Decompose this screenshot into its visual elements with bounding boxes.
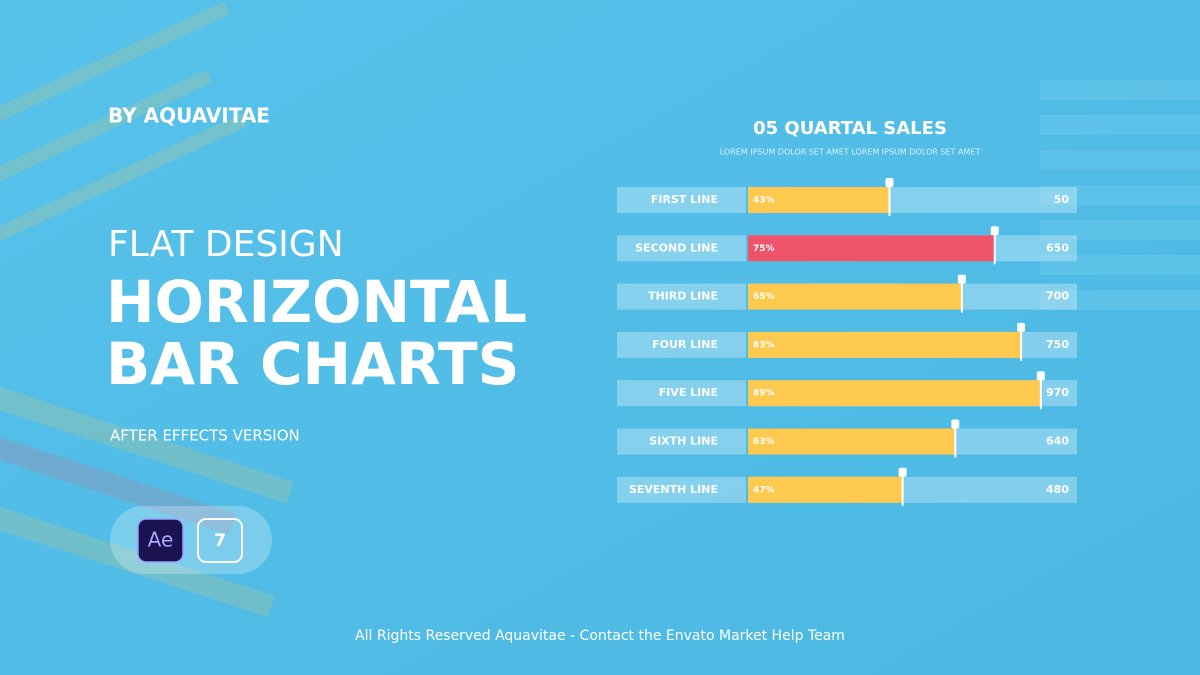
bar-pin-head — [1036, 371, 1045, 381]
chart-subtitle: LOREM IPSUM DOLOR SET AMET LOREM IPSUM D… — [720, 148, 981, 157]
bar — [748, 187, 890, 213]
value-label: 75% — [753, 244, 775, 254]
total-label: 50 — [1054, 193, 1070, 206]
value-label: 63% — [753, 437, 775, 447]
badge-pill — [110, 506, 272, 574]
category-label: SIXTH LINE — [649, 435, 718, 448]
decor — [0, 1, 1200, 618]
ae-label: Ae — [148, 528, 174, 552]
bar-pin-head — [951, 419, 960, 429]
total-label: 700 — [1046, 290, 1069, 303]
bar — [748, 380, 1041, 407]
value-label: 89% — [753, 389, 775, 399]
bar-pin-head — [885, 178, 894, 187]
bar-pin-head — [990, 226, 999, 236]
value-label: 65% — [753, 292, 775, 302]
bar — [748, 235, 995, 262]
brand: BY AQUAVITAE — [108, 104, 270, 128]
row-label-box — [617, 187, 746, 213]
value-label: 47% — [753, 485, 775, 495]
version-note: AFTER EFFECTS VERSION — [110, 427, 300, 445]
ae-icon — [137, 518, 184, 563]
row-label-box — [617, 331, 746, 358]
bar — [748, 283, 962, 310]
bar — [748, 428, 956, 455]
row-label-box — [617, 235, 746, 262]
headline: BAR CHARTS — [106, 330, 519, 398]
version-icon — [197, 518, 243, 563]
bar — [748, 331, 1022, 358]
headline: HORIZONTAL — [106, 268, 527, 336]
total-label: 480 — [1046, 483, 1069, 496]
total-label: 970 — [1046, 386, 1069, 399]
category-label: THIRD LINE — [648, 290, 718, 303]
category-label: SECOND LINE — [635, 241, 718, 254]
category-label: FOUR LINE — [652, 338, 718, 351]
footer: All Rights Reserved Aquavitae - Contact … — [355, 628, 845, 644]
kicker: FLAT DESIGN — [108, 224, 344, 265]
row-label-box — [617, 283, 746, 310]
row-label-box — [617, 380, 746, 407]
total-label: 640 — [1046, 435, 1069, 448]
bar-pin-head — [1017, 322, 1026, 332]
row-label-box — [617, 476, 746, 503]
row-label-box — [617, 428, 746, 455]
category-label: FIVE LINE — [659, 386, 718, 399]
category-label: SEVENTH LINE — [629, 483, 718, 496]
bar — [748, 476, 903, 503]
version-number: 7 — [214, 531, 226, 551]
bar-pin-head — [957, 274, 966, 284]
value-label: 83% — [753, 340, 775, 350]
bar-pin-head — [898, 467, 907, 477]
value-label: 43% — [753, 196, 775, 206]
category-label: FIRST LINE — [651, 193, 718, 206]
total-label: 750 — [1046, 338, 1069, 351]
chart-title: 05 QUARTAL SALES — [753, 118, 947, 139]
total-label: 650 — [1046, 241, 1069, 254]
